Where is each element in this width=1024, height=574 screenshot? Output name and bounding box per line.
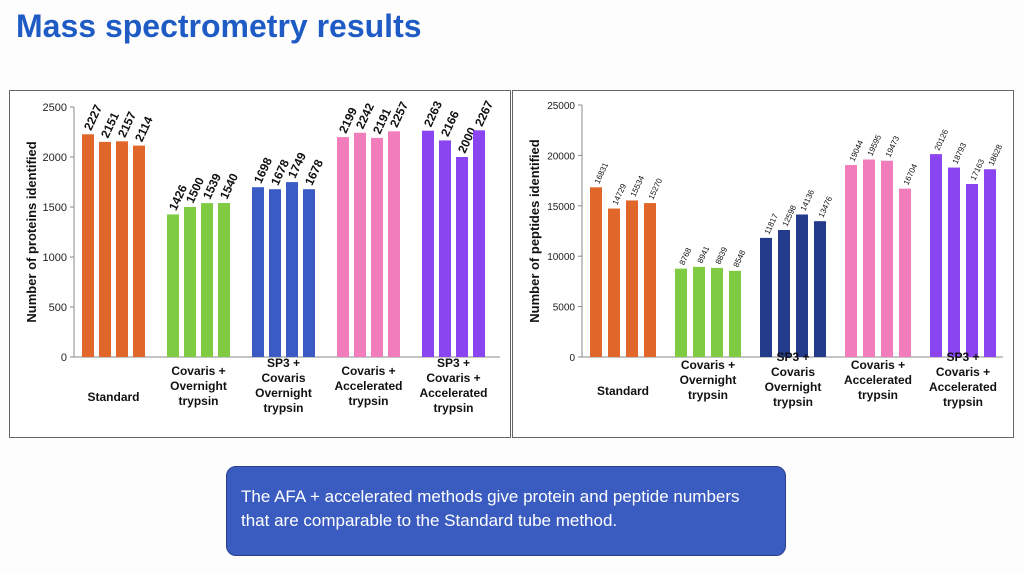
y-axis-label: Number of peptides identified — [527, 139, 542, 323]
bar — [778, 230, 790, 357]
bar-value-label: 19044 — [848, 138, 866, 162]
bar-value-label: 2166 — [438, 108, 462, 138]
bar — [388, 131, 400, 357]
bar-value-label: 14729 — [611, 182, 629, 206]
y-tick-label: 25000 — [547, 101, 575, 112]
bar — [456, 157, 468, 357]
bar — [899, 188, 911, 357]
bar — [608, 208, 620, 357]
bar-value-label: 19473 — [884, 134, 902, 158]
bar — [116, 141, 128, 357]
category-label: Covaris + Accelerated trypsin — [334, 364, 402, 408]
y-tick-label: 1500 — [43, 202, 67, 214]
bar-value-label: 8839 — [714, 245, 730, 265]
bar — [99, 141, 111, 357]
bar — [371, 137, 383, 357]
bar-value-label: 15534 — [629, 174, 647, 198]
y-tick-label: 0 — [569, 353, 575, 364]
category-label: Covaris + Accelerated trypsin — [844, 358, 912, 402]
y-tick-label: 20000 — [547, 151, 575, 162]
bar — [252, 187, 264, 357]
bar — [590, 187, 602, 357]
bar — [845, 165, 857, 357]
bar-value-label: 16704 — [902, 162, 920, 186]
bar-value-label: 17163 — [969, 157, 987, 181]
bar — [82, 134, 94, 357]
y-axis-label: Number of proteins identified — [24, 141, 39, 322]
peptide-chart-panel: 0 5000 10000 15000 20000 25000 Number of pepti… — [512, 90, 1014, 438]
category-label: SP3 + Covaris Overnight trypsin — [255, 356, 312, 415]
bar-value-label: 15270 — [647, 176, 665, 200]
bar — [626, 200, 638, 357]
category-label: Covaris + Overnight trypsin — [170, 364, 227, 408]
category-label: Covaris + Overnight trypsin — [680, 358, 737, 402]
bar-value-label: 1540 — [217, 171, 241, 201]
y-tick-label: 500 — [49, 302, 67, 314]
bar — [760, 237, 772, 357]
bar — [930, 154, 942, 357]
bar-value-label: 19595 — [866, 133, 884, 157]
category-label: Standard — [87, 390, 139, 404]
page-title: Mass spectrometry results — [16, 8, 422, 44]
bar — [133, 145, 145, 357]
bar — [729, 270, 741, 357]
bar-value-label: 13476 — [817, 195, 835, 219]
bar-value-label: 8548 — [732, 248, 748, 268]
y-tick-label: 0 — [61, 352, 67, 364]
y-tick-label: 2500 — [43, 102, 67, 114]
protein-chart: 0 500 1000 1500 2000 2500 Number of proteins i… — [24, 98, 500, 415]
bar — [881, 160, 893, 357]
bar — [354, 132, 366, 357]
category-label: Standard — [597, 384, 649, 398]
bar — [218, 203, 230, 357]
bar-value-label: 20126 — [933, 128, 951, 152]
bar-value-label: 2257 — [387, 99, 411, 129]
y-tick-label: 5000 — [553, 303, 576, 314]
y-tick-label: 2000 — [43, 152, 67, 164]
bar — [711, 267, 723, 357]
category-label: SP3 + Covaris + Accelerated trypsin — [419, 356, 487, 415]
bar — [644, 203, 656, 357]
y-tick-label: 10000 — [547, 252, 575, 263]
bar — [675, 268, 687, 357]
bar-value-label: 16831 — [593, 161, 611, 185]
bar — [473, 130, 485, 357]
bar-value-label: 14136 — [799, 188, 817, 212]
bar-value-label: 18628 — [987, 143, 1005, 167]
y-tick-label: 1000 — [43, 252, 67, 264]
category-label: SP3 + Covaris + Accelerated trypsin — [929, 350, 997, 409]
bar — [184, 207, 196, 357]
bar-value-label: 8768 — [678, 246, 694, 266]
bar — [439, 140, 451, 357]
bar — [201, 203, 213, 357]
peptide-chart: 0 5000 10000 15000 20000 25000 Number of pepti… — [527, 101, 1005, 409]
bar — [286, 182, 298, 357]
bar — [948, 167, 960, 357]
summary-callout: The AFA + accelerated methods give prote… — [226, 466, 786, 556]
bar — [337, 137, 349, 357]
bar — [422, 130, 434, 357]
bar — [984, 169, 996, 357]
category-label: SP3 + Covaris Overnight trypsin — [765, 350, 822, 409]
bar-value-label: 12598 — [781, 203, 799, 227]
bar — [863, 159, 875, 357]
bar — [303, 189, 315, 357]
bar — [814, 221, 826, 357]
y-tick-label: 15000 — [547, 202, 575, 213]
protein-chart-panel: 0 500 1000 1500 2000 2500 Number of proteins i… — [9, 90, 511, 438]
bar — [796, 214, 808, 357]
bar-value-label: 11817 — [763, 212, 781, 236]
bar — [693, 266, 705, 357]
bar — [167, 214, 179, 357]
bar-value-label: 8941 — [696, 244, 712, 264]
bar — [966, 183, 978, 357]
bar — [269, 189, 281, 357]
bar-value-label: 18793 — [951, 141, 969, 165]
bar-value-label: 2267 — [472, 98, 496, 128]
